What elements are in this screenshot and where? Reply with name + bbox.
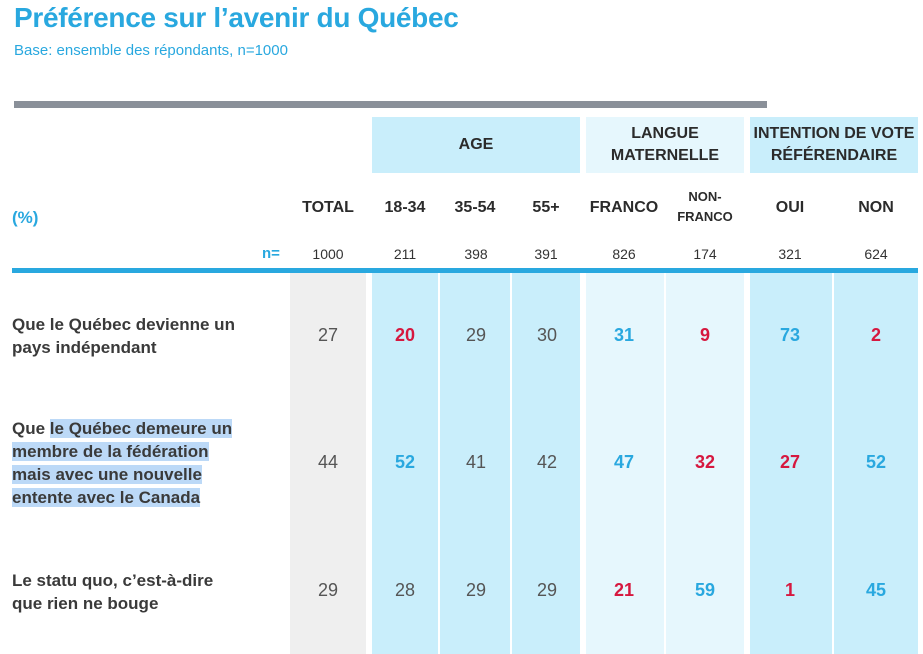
column-label: FRANCO bbox=[677, 209, 733, 224]
column-label: NON- bbox=[688, 189, 722, 204]
cell-value: 29 bbox=[465, 325, 487, 345]
band-intention bbox=[750, 273, 918, 654]
n-value: 826 bbox=[612, 246, 636, 262]
column-label: OUI bbox=[775, 199, 805, 216]
row-label-federation: Que le Québec demeure un membre de la fé… bbox=[12, 417, 282, 509]
column-label: TOTAL bbox=[302, 199, 354, 216]
column-label: FRANCO bbox=[589, 199, 659, 216]
separator bbox=[438, 273, 440, 654]
band-total bbox=[290, 273, 366, 654]
cell-value: 52 bbox=[865, 452, 887, 472]
cell-value: 21 bbox=[613, 580, 635, 600]
chart-subtitle: Base: ensemble des répondants, n=1000 bbox=[14, 42, 288, 59]
header-divider bbox=[12, 268, 918, 273]
cell-value: 41 bbox=[465, 452, 487, 472]
n-value: 211 bbox=[393, 246, 417, 262]
cell-value: 30 bbox=[536, 325, 558, 345]
n-value: 1000 bbox=[312, 246, 344, 262]
column-header-18-34: 18-34 bbox=[374, 196, 436, 220]
row-label-line: pays indépendant bbox=[12, 338, 157, 357]
cell-value: 9 bbox=[699, 325, 710, 345]
cell-value: 29 bbox=[465, 580, 487, 600]
cell-value: 52 bbox=[394, 452, 416, 472]
group-label: AGE bbox=[458, 136, 494, 153]
group-label: LANGUE bbox=[631, 125, 699, 142]
row-label-selected: mais avec une nouvelle bbox=[12, 465, 202, 484]
group-header-intention: INTENTION DE VOTE RÉFÉRENDAIRE bbox=[750, 117, 918, 173]
group-label: RÉFÉRENDAIRE bbox=[770, 147, 898, 164]
cell-value: 29 bbox=[317, 580, 339, 600]
n-value: 321 bbox=[778, 246, 802, 262]
cell-value: 45 bbox=[865, 580, 887, 600]
column-label: 35-54 bbox=[454, 199, 496, 216]
cell-value: 42 bbox=[536, 452, 558, 472]
percent-label: (%) bbox=[12, 208, 39, 227]
column-label: 18-34 bbox=[384, 199, 426, 216]
chart-title: Préférence sur l’avenir du Québec bbox=[14, 2, 459, 33]
column-header-non-franco: NON- FRANCO bbox=[666, 186, 744, 228]
cell-value: 29 bbox=[536, 580, 558, 600]
column-header-55plus: 55+ bbox=[514, 196, 578, 220]
top-divider bbox=[14, 101, 767, 108]
row-label-selected: entente avec le Canada bbox=[12, 488, 201, 507]
cell-value: 27 bbox=[779, 452, 801, 472]
cell-value: 47 bbox=[613, 452, 635, 472]
column-label: NON bbox=[858, 199, 894, 216]
column-header-35-54: 35-54 bbox=[442, 196, 508, 220]
band-age-header bbox=[372, 117, 580, 173]
n-value: 398 bbox=[464, 246, 488, 262]
n-value: 391 bbox=[534, 246, 558, 262]
column-header-total: TOTAL bbox=[292, 196, 364, 220]
cell-value: 20 bbox=[394, 325, 416, 345]
cell-value: 31 bbox=[613, 325, 635, 345]
column-header-oui: OUI bbox=[752, 196, 828, 220]
row-label-selected: le Québec demeure un bbox=[49, 419, 233, 438]
row-label-line: Que le Québec devienne un bbox=[12, 315, 235, 334]
group-label: MATERNELLE bbox=[610, 147, 720, 164]
group-header-age: AGE bbox=[372, 117, 580, 173]
n-label: n= bbox=[262, 245, 280, 262]
row-label-line: que rien ne bouge bbox=[12, 594, 159, 613]
cell-value: 44 bbox=[317, 452, 339, 472]
row-label-status-quo: Le statu quo, c’est-à-dire que rien ne b… bbox=[12, 569, 282, 615]
band-intention-header bbox=[750, 117, 918, 173]
n-value: 624 bbox=[864, 246, 888, 262]
n-value: 174 bbox=[693, 246, 717, 262]
row-label-line: Le statu quo, c’est-à-dire bbox=[12, 571, 214, 590]
separator bbox=[510, 273, 512, 654]
band-langue-header bbox=[586, 117, 744, 173]
cell-value: 28 bbox=[394, 580, 416, 600]
separator bbox=[832, 273, 834, 654]
row-label-independence: Que le Québec devienne un pays indépenda… bbox=[12, 313, 282, 359]
group-header-langue: LANGUE MATERNELLE bbox=[586, 117, 744, 173]
cell-value: 2 bbox=[870, 325, 881, 345]
cell-value: 27 bbox=[317, 325, 339, 345]
separator bbox=[664, 273, 666, 654]
group-label: INTENTION DE VOTE bbox=[753, 125, 915, 142]
column-header-non: NON bbox=[836, 196, 916, 220]
band-age bbox=[372, 273, 580, 654]
column-header-franco: FRANCO bbox=[586, 196, 662, 220]
cell-value: 32 bbox=[694, 452, 716, 472]
column-label: 55+ bbox=[532, 199, 560, 216]
cell-value: 59 bbox=[694, 580, 716, 600]
cell-value: 73 bbox=[779, 325, 801, 345]
row-label-selected: membre de la fédération bbox=[12, 442, 209, 461]
row-label-prefix: Que bbox=[12, 419, 50, 438]
cell-value: 1 bbox=[784, 580, 795, 600]
